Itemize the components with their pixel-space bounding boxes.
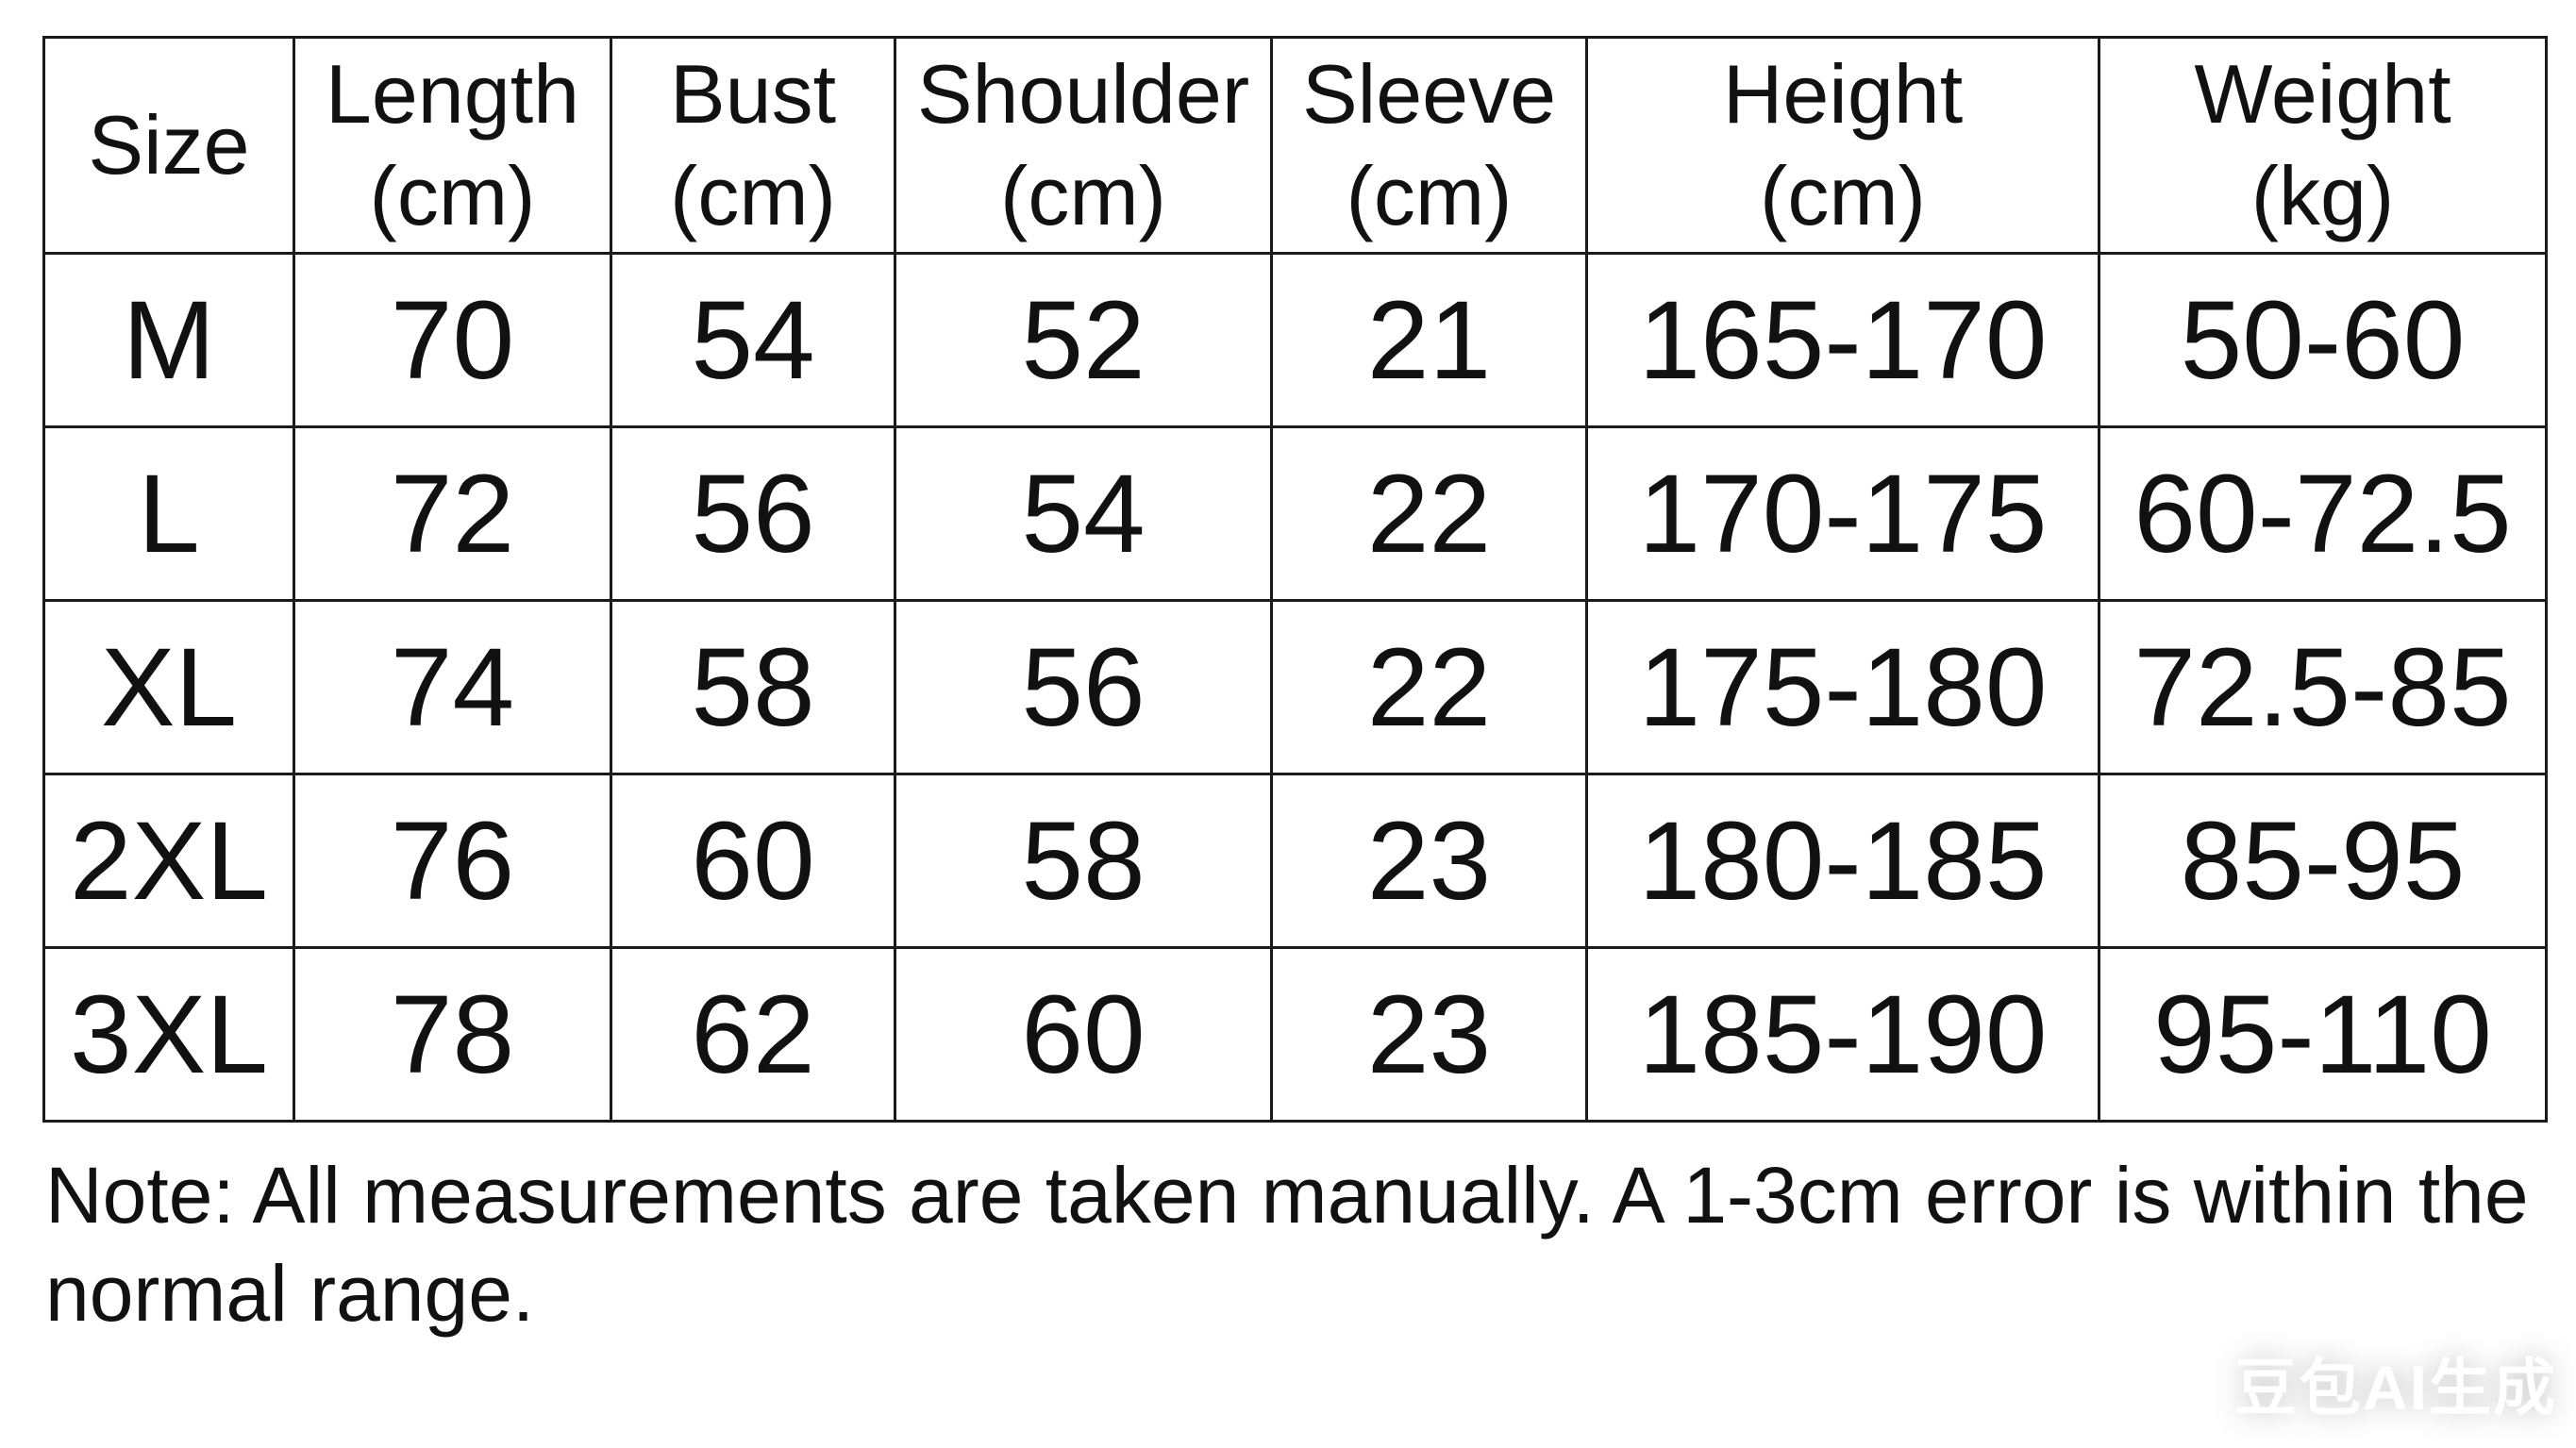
size-cell: 3XL <box>42 946 295 1123</box>
header-unit: (cm) <box>670 149 836 242</box>
table-cell: 56 <box>610 425 896 602</box>
column-header: Height (cm) <box>1585 36 2100 255</box>
column-header: Size <box>42 36 295 255</box>
table-row: 2XL 76 60 58 23 180-185 85-95 <box>42 773 2548 949</box>
header-label: Length <box>325 47 580 141</box>
header-unit: (kg) <box>2250 149 2395 242</box>
watermark-logo: 豆包AI生成 <box>2234 1353 2557 1423</box>
table-cell: 62 <box>610 946 896 1123</box>
table-cell: 76 <box>293 773 612 949</box>
table-cell: 85-95 <box>2098 773 2548 949</box>
table-cell: 72.5-85 <box>2098 599 2548 775</box>
column-header: Length (cm) <box>293 36 612 255</box>
header-label: Height <box>1722 47 1964 141</box>
table-cell: 165-170 <box>1585 252 2100 428</box>
table-cell: 70 <box>293 252 612 428</box>
header-unit: (cm) <box>369 149 536 242</box>
table-cell: 175-180 <box>1585 599 2100 775</box>
table-cell: 185-190 <box>1585 946 2100 1123</box>
table-cell: 60 <box>894 946 1273 1123</box>
header-label: Bust <box>669 47 837 141</box>
header-label: Shoulder <box>916 47 1250 141</box>
table-cell: 21 <box>1270 252 1588 428</box>
table-cell: 58 <box>610 599 896 775</box>
header-unit: (cm) <box>1760 149 1926 242</box>
table-cell: 23 <box>1270 946 1588 1123</box>
table-cell: 95-110 <box>2098 946 2548 1123</box>
table-cell: 58 <box>894 773 1273 949</box>
table-cell: 60-72.5 <box>2098 425 2548 602</box>
column-header: Bust (cm) <box>610 36 896 255</box>
column-header: Sleeve (cm) <box>1270 36 1588 255</box>
table-cell: 50-60 <box>2098 252 2548 428</box>
header-label: Weight <box>2194 47 2451 141</box>
column-header: Weight (kg) <box>2098 36 2548 255</box>
size-chart-table: Size Length (cm) Bust (cm) Shoulder (cm) Sleeve… <box>42 36 2548 1123</box>
table-cell: 54 <box>894 425 1273 602</box>
header-unit: (cm) <box>1000 149 1166 242</box>
table-cell: 78 <box>293 946 612 1123</box>
table-row: L 72 56 54 22 170-175 60-72.5 <box>42 425 2548 602</box>
measurement-note: Note: All measurements are taken manuall… <box>45 1151 2529 1338</box>
table-row: 3XL 78 62 60 23 185-190 95-110 <box>42 946 2548 1123</box>
size-cell: 2XL <box>42 773 295 949</box>
size-cell: L <box>42 425 295 602</box>
column-header: Shoulder (cm) <box>894 36 1273 255</box>
header-unit: (cm) <box>1346 149 1513 242</box>
table-cell: 170-175 <box>1585 425 2100 602</box>
table-cell: 23 <box>1270 773 1588 949</box>
table-cell: 52 <box>894 252 1273 428</box>
table-cell: 60 <box>610 773 896 949</box>
table-cell: 54 <box>610 252 896 428</box>
header-row: Size Length (cm) Bust (cm) Shoulder (cm) Sleeve… <box>42 36 2548 255</box>
table-row: M 70 54 52 21 165-170 50-60 <box>42 252 2548 428</box>
table-row: XL 74 58 56 22 175-180 72.5-85 <box>42 599 2548 775</box>
table-cell: 22 <box>1270 425 1588 602</box>
size-cell: XL <box>42 599 295 775</box>
size-cell: M <box>42 252 295 428</box>
table-cell: 72 <box>293 425 612 602</box>
header-label: Sleeve <box>1301 47 1557 141</box>
header-label: Size <box>88 98 250 191</box>
table-cell: 22 <box>1270 599 1588 775</box>
table-cell: 180-185 <box>1585 773 2100 949</box>
table-cell: 74 <box>293 599 612 775</box>
table-cell: 56 <box>894 599 1273 775</box>
